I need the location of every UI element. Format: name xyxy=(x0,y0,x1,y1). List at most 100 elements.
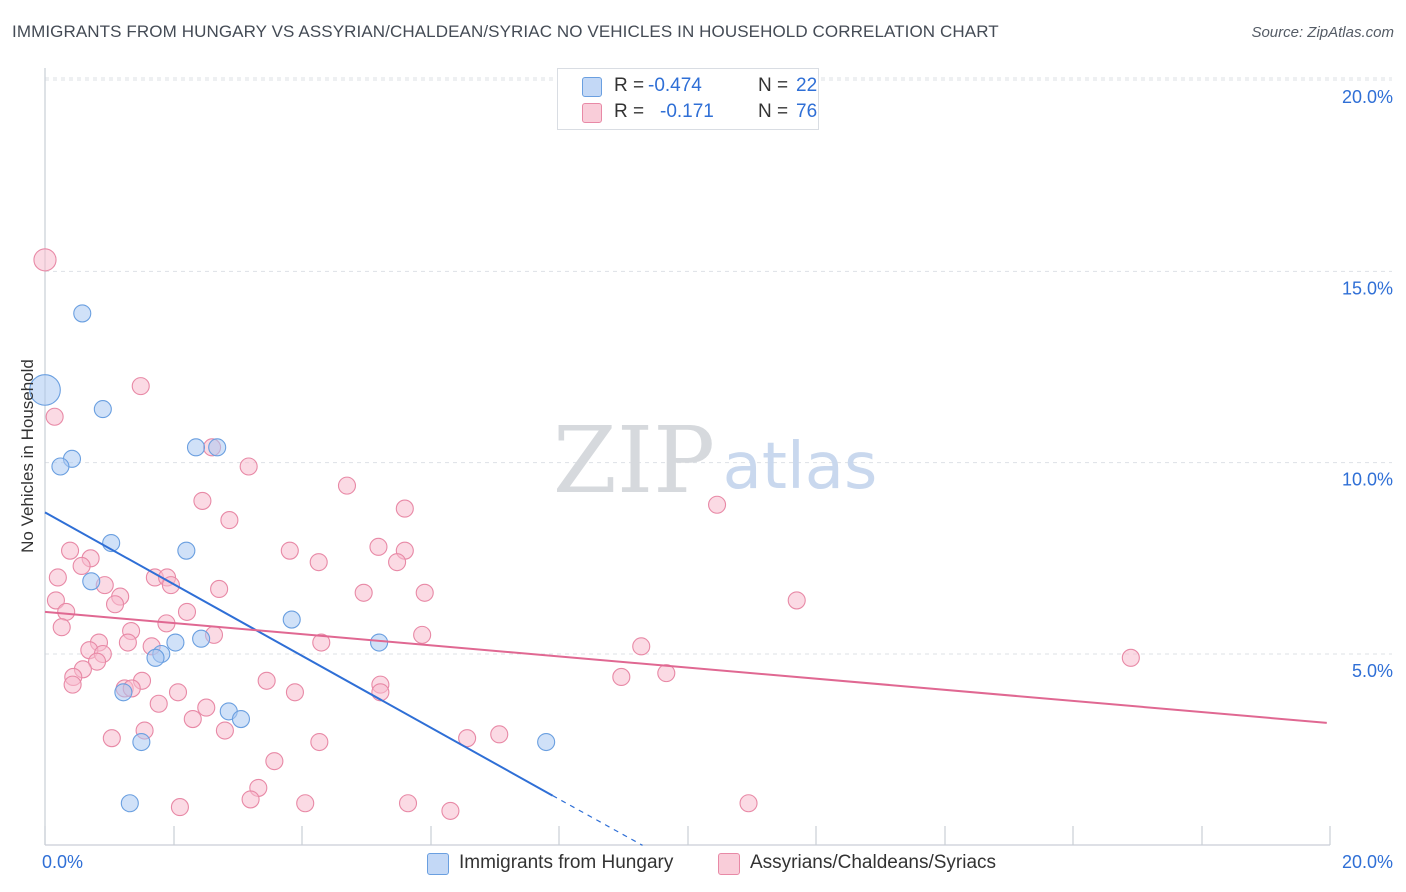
assyrians-point xyxy=(177,602,197,621)
axes xyxy=(44,68,1331,846)
hungary-point xyxy=(186,438,206,457)
assyrians-point xyxy=(241,790,260,809)
assyrians-point xyxy=(265,752,284,771)
assyrians-point xyxy=(787,591,806,610)
hungary-point xyxy=(132,732,151,752)
legend-r-value: -0.474 xyxy=(648,75,702,96)
assyrians-point xyxy=(257,671,276,690)
legend-n-value: 22 xyxy=(796,75,818,96)
hungary-point xyxy=(82,572,101,591)
assyrians-point xyxy=(398,794,418,813)
assyrians-point xyxy=(183,710,202,729)
assyrians-point xyxy=(632,637,651,656)
assyrians-point xyxy=(220,511,239,530)
hungary-point xyxy=(114,683,133,702)
assyrians-point xyxy=(739,794,758,813)
assyrians-point xyxy=(337,476,357,495)
assyrians-point xyxy=(458,729,477,748)
assyrians-point xyxy=(52,618,71,637)
assyrians-point xyxy=(239,457,258,476)
legend-r-label: R = xyxy=(614,101,645,122)
hungary-point xyxy=(166,633,185,652)
x-tick-label-min: 0.0% xyxy=(42,852,84,872)
hungary-point xyxy=(370,633,389,652)
hungary-point xyxy=(192,629,211,648)
assyrians-point xyxy=(149,694,168,713)
assyrians-point xyxy=(131,377,150,396)
assyrians-point xyxy=(87,652,107,671)
assyrians-point xyxy=(61,541,80,560)
assyrians-point xyxy=(490,725,509,744)
chart-title: IMMIGRANTS FROM HUNGARY VS ASSYRIAN/CHAL… xyxy=(12,22,999,41)
legend-swatch-blue xyxy=(582,77,602,97)
assyrians-point xyxy=(441,801,460,820)
series-hungary-points xyxy=(29,304,556,813)
y-axis-label: No Vehicles in Household xyxy=(18,359,37,553)
assyrians-point xyxy=(105,595,125,614)
assyrians-point xyxy=(170,798,189,817)
hungary-point xyxy=(51,457,70,476)
assyrians-point xyxy=(1121,648,1140,667)
assyrians-point xyxy=(57,602,76,621)
assyrians-point xyxy=(280,541,299,560)
x-tick-label-max: 20.0% xyxy=(1341,852,1393,872)
assyrians-point xyxy=(210,579,229,598)
bottom-legend-swatch-pink xyxy=(718,853,740,875)
assyrians-point xyxy=(413,625,432,644)
legend: R = -0.474 N = 22 R = -0.171 N = 76 xyxy=(557,68,819,130)
bottom-legend-label-hungary: Immigrants from Hungary xyxy=(459,852,674,873)
y-tick-label-10: 10.0% xyxy=(1342,470,1393,490)
trend-lines xyxy=(44,511,1327,846)
trend-line-hungary xyxy=(44,511,554,797)
assyrians-point xyxy=(193,491,212,510)
assyrians-point xyxy=(102,729,121,748)
trend-line-hungary-extension xyxy=(552,795,643,846)
legend-r-value: -0.171 xyxy=(660,101,714,122)
grid-lines xyxy=(45,77,1392,655)
assyrians-point xyxy=(63,675,82,694)
y-tick-labels: 5.0% 10.0% 15.0% 20.0% xyxy=(1342,87,1393,681)
hungary-point xyxy=(537,732,556,752)
hungary-point xyxy=(282,610,301,629)
assyrians-point xyxy=(369,537,388,556)
assyrians-point xyxy=(309,553,328,572)
hungary-point xyxy=(93,400,112,419)
source-attribution: Source: ZipAtlas.com xyxy=(1251,24,1394,41)
assyrians-point xyxy=(296,794,315,813)
hungary-point xyxy=(120,794,139,813)
assyrians-point xyxy=(48,568,67,587)
assyrians-point xyxy=(388,553,407,572)
assyrians-point xyxy=(708,495,727,514)
trend-line-assyrians xyxy=(44,610,1327,724)
hungary-point xyxy=(73,304,92,323)
assyrians-point xyxy=(312,633,331,652)
assyrians-point xyxy=(285,683,304,702)
hungary-point xyxy=(208,438,227,457)
watermark-atlas: atlas xyxy=(723,430,878,504)
assyrians-point xyxy=(354,583,373,602)
assyrians-point xyxy=(118,633,137,652)
assyrians-point xyxy=(415,583,434,602)
assyrians-point xyxy=(395,499,414,518)
legend-n-label: N = xyxy=(758,101,789,122)
assyrians-point xyxy=(371,683,390,702)
assyrians-point xyxy=(168,683,188,702)
hungary-point xyxy=(231,710,251,729)
assyrians-point xyxy=(33,248,57,272)
series-assyrians-points xyxy=(33,248,1140,820)
assyrians-point xyxy=(310,732,329,752)
assyrians-point xyxy=(45,407,64,426)
hungary-point xyxy=(29,374,61,406)
y-tick-label-20: 20.0% xyxy=(1342,87,1393,107)
assyrians-point xyxy=(612,667,631,687)
assyrians-point xyxy=(657,664,676,683)
y-tick-label-5: 5.0% xyxy=(1352,661,1393,681)
bottom-legend-swatch-blue xyxy=(427,853,449,875)
assyrians-point xyxy=(46,591,65,610)
assyrians-point xyxy=(72,556,91,576)
watermark: ZIP atlas xyxy=(553,407,877,514)
hungary-point xyxy=(146,648,165,667)
y-tick-label-15: 15.0% xyxy=(1342,278,1393,298)
legend-n-label: N = xyxy=(758,75,789,96)
